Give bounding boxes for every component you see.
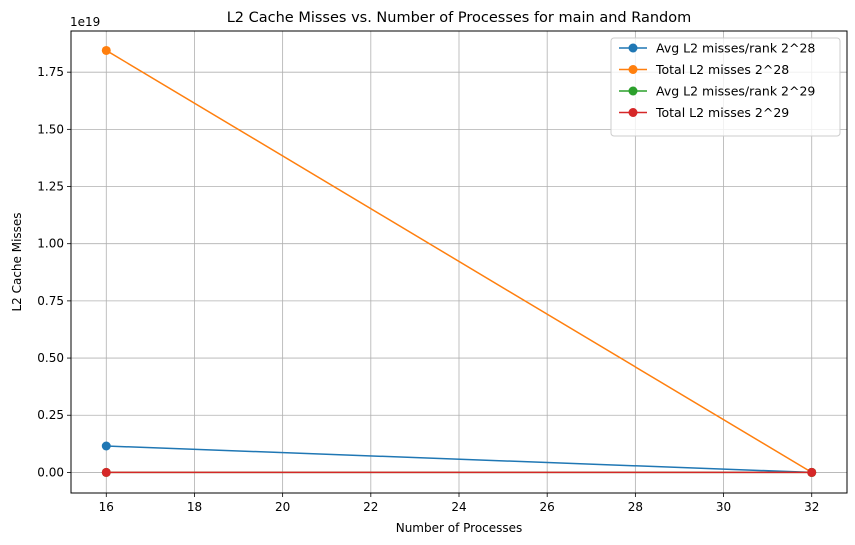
y-tick-label: 1.25 bbox=[37, 180, 64, 194]
legend-label: Total L2 misses 2^28 bbox=[655, 62, 789, 77]
series-line bbox=[105, 49, 813, 474]
x-tick-label: 26 bbox=[540, 500, 555, 514]
legend-label: Avg L2 misses/rank 2^28 bbox=[656, 41, 815, 56]
legend-box bbox=[610, 37, 841, 137]
y-tick-label: 1.75 bbox=[37, 65, 64, 79]
y-tick-label: 0.00 bbox=[37, 465, 64, 479]
legend-label: Total L2 misses 2^29 bbox=[655, 105, 789, 120]
x-tick-label: 30 bbox=[716, 500, 731, 514]
x-axis-label: Number of Processes bbox=[396, 521, 523, 535]
x-tick-label: 22 bbox=[363, 500, 378, 514]
legend-swatch-marker bbox=[628, 43, 638, 53]
legend-swatch-marker bbox=[628, 65, 638, 74]
data-point bbox=[101, 467, 111, 477]
y-axis-label: L2 Cache Misses bbox=[10, 212, 24, 311]
x-tick-label: 20 bbox=[275, 500, 290, 514]
x-tick-label: 16 bbox=[99, 500, 114, 514]
series-line bbox=[106, 445, 812, 474]
data-point bbox=[101, 441, 111, 451]
x-tick-label: 18 bbox=[187, 500, 202, 514]
legend: Avg L2 misses/rank 2^28 Total L2 misses 2… bbox=[610, 37, 841, 137]
legend-swatch-marker bbox=[628, 86, 638, 96]
axes: 16 18 20 22 24 26 28 30 32 0.00 0.25 0.50 0.75 1.00 1.… bbox=[37, 65, 819, 514]
chart-title: L2 Cache Misses vs. Number of Processes … bbox=[227, 10, 692, 26]
y-offset-label: 1e19 bbox=[70, 15, 100, 29]
x-tick-label: 32 bbox=[804, 500, 819, 514]
y-tick-label: 0.25 bbox=[37, 408, 64, 422]
y-tick-label: 1.00 bbox=[37, 237, 64, 251]
x-tick-label: 28 bbox=[628, 500, 643, 514]
legend-label: Avg L2 misses/rank 2^29 bbox=[656, 84, 815, 99]
y-tick-label: 0.50 bbox=[37, 351, 64, 365]
data-point bbox=[807, 467, 817, 477]
y-tick-label: 1.50 bbox=[37, 122, 64, 136]
y-tick-label: 0.75 bbox=[37, 294, 64, 308]
legend-swatch-marker bbox=[628, 108, 638, 117]
data-point bbox=[101, 45, 111, 55]
x-tick-label: 24 bbox=[451, 500, 466, 514]
series-layer bbox=[101, 45, 817, 477]
